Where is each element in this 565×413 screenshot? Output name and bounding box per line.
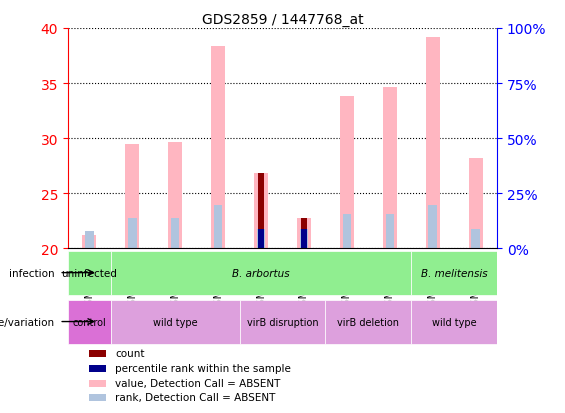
FancyBboxPatch shape [411, 300, 497, 344]
FancyBboxPatch shape [111, 251, 411, 295]
Bar [85, 231, 94, 249]
Bar [89, 351, 106, 358]
Bar [89, 380, 106, 387]
Bar [254, 174, 268, 249]
Bar [214, 206, 223, 249]
Bar [340, 97, 354, 249]
Bar [383, 88, 397, 249]
Bar [301, 219, 307, 249]
Text: virB deletion: virB deletion [337, 317, 399, 327]
Text: percentile rank within the sample: percentile rank within the sample [115, 363, 291, 373]
Text: B. arbortus: B. arbortus [232, 268, 290, 278]
Bar [258, 174, 264, 249]
Text: virB disruption: virB disruption [247, 317, 318, 327]
Bar [385, 214, 394, 249]
FancyBboxPatch shape [68, 300, 111, 344]
Bar [89, 365, 106, 372]
FancyBboxPatch shape [240, 300, 325, 344]
FancyBboxPatch shape [411, 251, 497, 295]
Text: B. melitensis: B. melitensis [421, 268, 488, 278]
Text: infection: infection [9, 268, 55, 278]
Bar [258, 230, 264, 249]
Text: control: control [72, 317, 106, 327]
FancyBboxPatch shape [111, 300, 240, 344]
Text: wild type: wild type [432, 317, 476, 327]
Bar [342, 214, 351, 249]
Bar [168, 143, 182, 249]
Title: GDS2859 / 1447768_at: GDS2859 / 1447768_at [202, 12, 363, 26]
Bar [299, 230, 308, 249]
FancyBboxPatch shape [325, 300, 411, 344]
Text: rank, Detection Call = ABSENT: rank, Detection Call = ABSENT [115, 392, 275, 402]
Bar [171, 219, 180, 249]
Bar [428, 206, 437, 249]
Bar [82, 235, 96, 249]
Bar [211, 47, 225, 249]
Bar [89, 394, 106, 401]
FancyBboxPatch shape [68, 251, 111, 295]
Text: count: count [115, 349, 145, 358]
Bar [257, 230, 266, 249]
Bar [469, 159, 483, 249]
Bar [297, 219, 311, 249]
Bar [471, 230, 480, 249]
Bar [128, 219, 137, 249]
Bar [125, 144, 139, 249]
Bar [301, 230, 307, 249]
Text: wild type: wild type [153, 317, 197, 327]
Bar [426, 38, 440, 249]
Text: genotype/variation: genotype/variation [0, 317, 55, 327]
Text: uninfected: uninfected [62, 268, 117, 278]
Text: value, Detection Call = ABSENT: value, Detection Call = ABSENT [115, 378, 280, 388]
